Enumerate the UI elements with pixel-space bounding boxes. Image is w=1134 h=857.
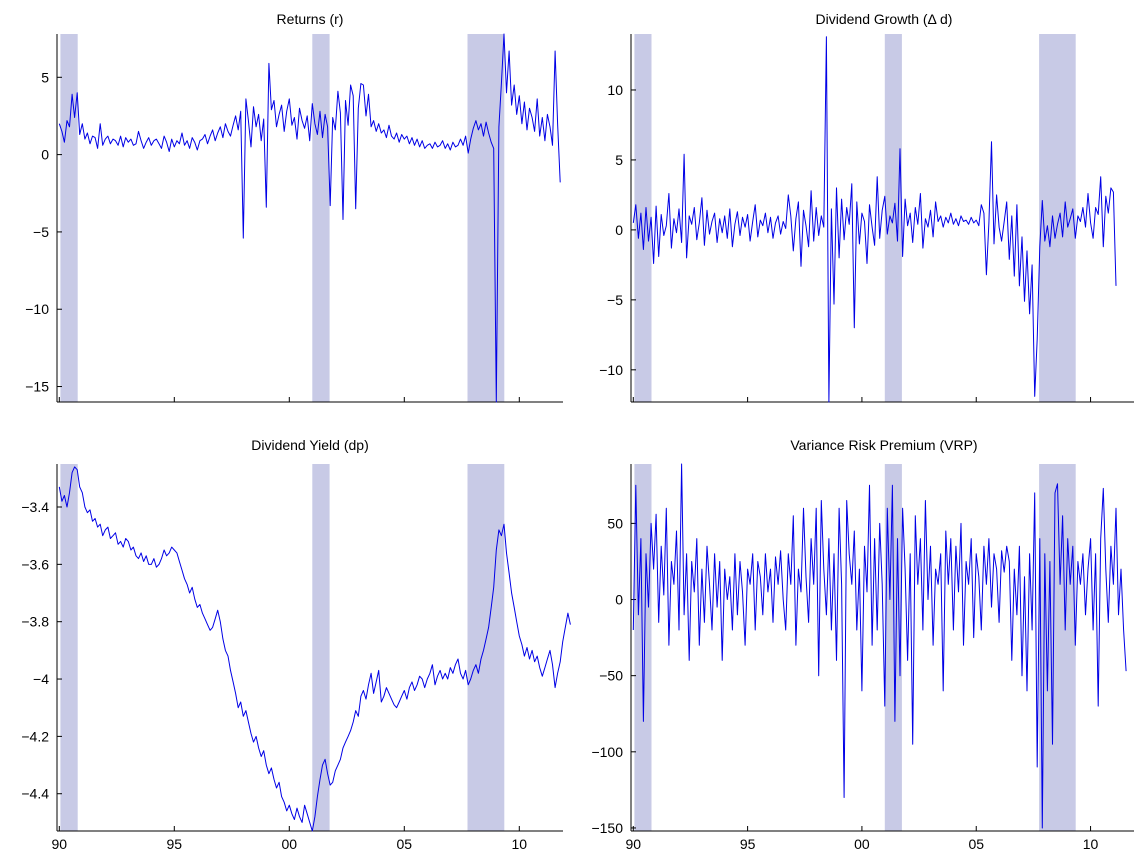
variance-risk-premium-x-tick-label: 05	[968, 836, 984, 852]
dividend-yield-recession-shading	[60, 464, 505, 831]
returns-y-tick-label: −10	[25, 301, 49, 317]
variance-risk-premium-y-tick-label: −50	[599, 668, 623, 684]
returns-y-tick-label: 5	[41, 69, 49, 85]
dividend-yield-recession-band	[60, 464, 78, 831]
dividend-yield-x-tick-label: 90	[52, 836, 68, 852]
dividend-growth-axes	[630, 34, 1134, 403]
variance-risk-premium-y-ticks: −150 −100 −50 0 50	[591, 515, 636, 836]
returns-recession-band	[467, 34, 505, 402]
returns-recession-shading	[60, 34, 505, 402]
dividend-growth-y-tick-label: 5	[615, 152, 623, 168]
dividend-yield-x-tick-label: 05	[397, 836, 413, 852]
variance-risk-premium-x-tick-label: 00	[854, 836, 870, 852]
variance-risk-premium-line	[632, 463, 1127, 829]
dividend-yield-y-tick-label: −3.8	[21, 614, 49, 630]
returns-x-ticks	[58, 397, 520, 402]
dividend-growth-title: Dividend Growth (Δ d)	[816, 11, 953, 27]
variance-risk-premium-recession-band	[1039, 464, 1076, 831]
dividend-yield-y-ticks: −4.4 −4.2 −4 −3.8 −3.6 −3.4	[21, 499, 62, 802]
returns-panel: Returns (r) −15 −10 −5 0 5	[25, 11, 563, 403]
dividend-yield-y-tick-label: −4.2	[21, 728, 49, 744]
dividend-growth-recession-shading	[634, 34, 1076, 402]
dividend-yield-x-ticks: 90 95 00 05 10	[52, 826, 528, 852]
dividend-yield-y-tick-label: −3.6	[21, 556, 49, 572]
returns-y-tick-label: −15	[25, 379, 49, 395]
dividend-growth-y-ticks: −10 −5 0 5 10	[599, 82, 636, 378]
dividend-yield-panel: Dividend Yield (dp) 90 95 00 05 10 −4.4−4.2−…	[21, 437, 571, 852]
dividend-yield-x-tick-label: 95	[167, 836, 183, 852]
dividend-growth-x-ticks	[632, 397, 1092, 402]
dividend-growth-recession-band	[1039, 34, 1076, 402]
dividend-growth-line	[632, 36, 1117, 403]
dividend-yield-x-tick-label: 10	[512, 836, 528, 852]
variance-risk-premium-recession-shading	[634, 464, 1076, 831]
dividend-yield-axes	[56, 464, 563, 832]
variance-risk-premium-recession-band	[634, 464, 652, 831]
dividend-yield-recession-band	[312, 464, 330, 831]
variance-risk-premium-y-tick-label: −150	[591, 820, 623, 836]
variance-risk-premium-panel: Variance Risk Premium (VRP) 90 95 00 05 10 −…	[591, 437, 1134, 852]
returns-axes	[56, 34, 563, 403]
variance-risk-premium-axes	[630, 464, 1134, 832]
dividend-growth-y-tick-label: 10	[607, 82, 623, 98]
dividend-growth-y-tick-label: 0	[615, 222, 623, 238]
dividend-yield-recession-band	[467, 464, 505, 831]
variance-risk-premium-y-tick-label: −100	[591, 744, 623, 760]
returns-title: Returns (r)	[277, 11, 344, 27]
dividend-yield-y-tick-label: −4.4	[21, 786, 49, 802]
returns-line	[58, 33, 561, 403]
dividend-yield-y-tick-label: −3.4	[21, 499, 49, 515]
variance-risk-premium-y-tick-label: 50	[607, 515, 623, 531]
returns-y-ticks: −15 −10 −5 0 5	[25, 69, 62, 395]
variance-risk-premium-x-tick-label: 90	[625, 836, 641, 852]
variance-risk-premium-title: Variance Risk Premium (VRP)	[790, 437, 977, 453]
returns-y-tick-label: 0	[41, 147, 49, 163]
variance-risk-premium-x-tick-label: 95	[740, 836, 756, 852]
returns-recession-band	[60, 34, 78, 402]
dividend-yield-y-tick-label: −4	[33, 671, 49, 687]
dividend-yield-line	[58, 466, 571, 832]
variance-risk-premium-x-tick-label: 10	[1083, 836, 1099, 852]
dividend-yield-x-tick-label: 00	[282, 836, 298, 852]
variance-risk-premium-y-tick-label: 0	[615, 592, 623, 608]
dividend-growth-panel: Dividend Growth (Δ d) −10 −5 0 5 10	[599, 11, 1134, 403]
variance-risk-premium-x-ticks: 90 95 00 05 10	[625, 826, 1099, 852]
dividend-yield-title: Dividend Yield (dp)	[251, 437, 369, 453]
returns-y-tick-label: −5	[33, 224, 49, 240]
dividend-growth-y-tick-label: −5	[607, 292, 623, 308]
dividend-growth-y-tick-label: −10	[599, 362, 623, 378]
dividend-growth-recession-band	[634, 34, 652, 402]
returns-recession-band	[312, 34, 330, 402]
